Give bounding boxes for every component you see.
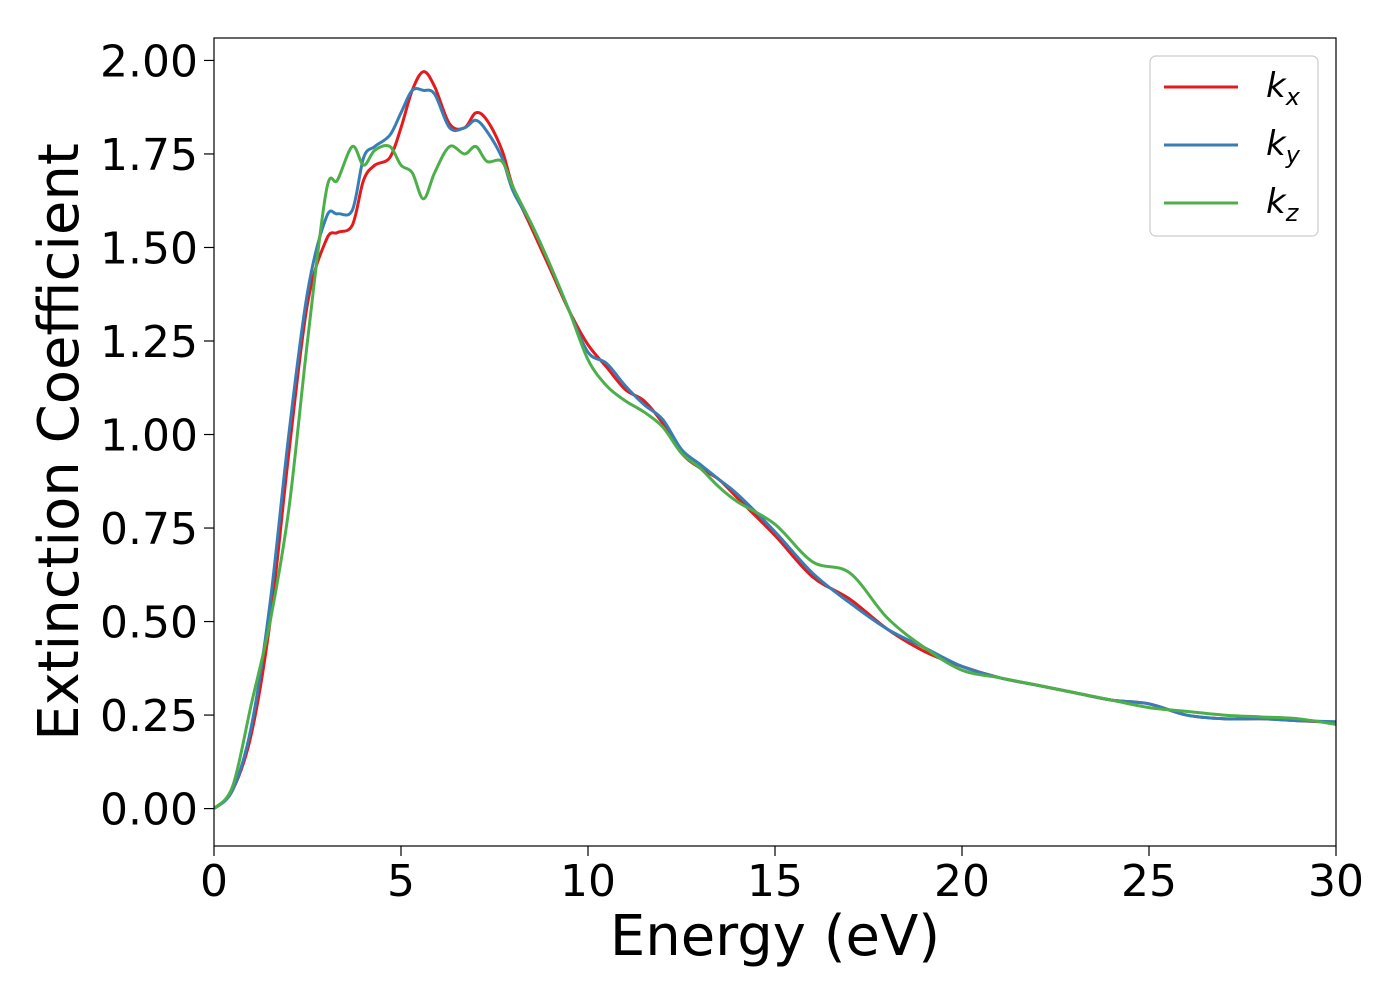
y-axis-label: Extinction Coefficient: [27, 143, 92, 741]
x-axis-label: Energy (eV): [610, 904, 940, 969]
y-tick-label: 1.50: [100, 223, 198, 274]
x-tick-label: 30: [1308, 856, 1364, 907]
series-line-k-z: [214, 144, 1336, 810]
x-tick-label: 10: [560, 856, 616, 907]
plot-lines: [214, 70, 1336, 810]
y-tick-label: 0.00: [100, 785, 198, 836]
y-tick-label: 1.00: [100, 411, 198, 462]
y-tick-label: 0.25: [100, 691, 198, 742]
y-tick-label: 1.75: [100, 130, 198, 181]
x-tick-label: 25: [1121, 856, 1177, 907]
x-tick-label: 5: [387, 856, 415, 907]
y-tick-label: 2.00: [100, 36, 198, 87]
y-tick-label: 0.75: [100, 504, 198, 555]
y-tick-label: 1.25: [100, 317, 198, 368]
legend: kx ky kz: [1149, 55, 1319, 237]
legend-label-k-y: ky: [1266, 124, 1301, 169]
x-axis-ticks: 0 5 10 15 20 25 30: [200, 846, 1364, 907]
y-tick-label: 0.50: [100, 598, 198, 649]
y-axis-ticks: 0.00 0.25 0.50 0.75 1.00 1.25 1.50 1.75 2.00: [100, 36, 214, 836]
legend-label-k-z: kz: [1266, 182, 1300, 227]
legend-label-k-x: kx: [1266, 66, 1301, 111]
x-tick-label: 0: [200, 856, 228, 907]
x-tick-label: 15: [747, 856, 803, 907]
x-tick-label: 20: [934, 856, 990, 907]
